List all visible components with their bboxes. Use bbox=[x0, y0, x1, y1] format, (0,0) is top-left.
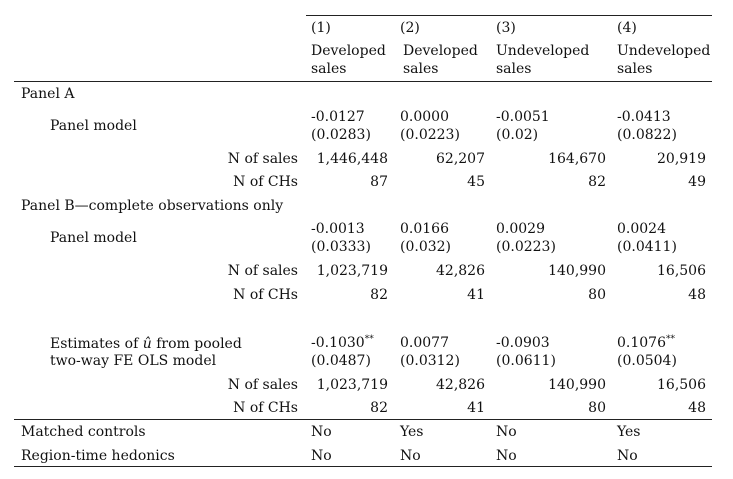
pooled-n-chs: 82 bbox=[370, 400, 388, 416]
col-1-number: (1) bbox=[311, 20, 331, 36]
panel-b-n-chs: 41 bbox=[467, 287, 485, 303]
panel-b-n-sales: 1,023,719 bbox=[316, 263, 388, 279]
region-time-hedonics-label: Region-time hedonics bbox=[21, 448, 175, 464]
panel-b-n-chs: 80 bbox=[588, 287, 606, 303]
panel-a-n-chs: 45 bbox=[467, 174, 485, 190]
panel-b-n-chs: 48 bbox=[688, 287, 706, 303]
pooled-n-sales: 16,506 bbox=[657, 377, 706, 393]
pooled-n-sales: 1,023,719 bbox=[316, 377, 388, 393]
col-1-header: Developed bbox=[311, 43, 386, 59]
panel-a-n-chs: 87 bbox=[370, 174, 388, 190]
panel-b-coef: -0.0013 bbox=[311, 221, 365, 237]
pooled-se: (0.0312) bbox=[400, 353, 460, 369]
panel-a-n-sales: 164,670 bbox=[548, 151, 606, 167]
pooled-coef: 0.0077 bbox=[400, 335, 449, 351]
bottom-rule bbox=[14, 466, 712, 467]
panel-a-coef: 0.0000 bbox=[400, 109, 449, 125]
pooled-coef: -0.1030** bbox=[311, 334, 374, 351]
panel-b-coef: 0.0024 bbox=[617, 221, 666, 237]
mu-hat-symbol: û bbox=[142, 336, 152, 352]
pooled-label: Estimates of û from pooled bbox=[50, 336, 242, 352]
panel-b-n-sales: 16,506 bbox=[657, 263, 706, 279]
matched-controls-value: No bbox=[496, 424, 517, 440]
panel-a-n-sales: 1,446,448 bbox=[316, 151, 388, 167]
matched-controls-label: Matched controls bbox=[21, 424, 146, 440]
panel-b-n-chs-label: N of CHs bbox=[233, 287, 298, 303]
matched-controls-value: No bbox=[311, 424, 332, 440]
panel-a-n-sales: 62,207 bbox=[436, 151, 485, 167]
panel-b-model-label: Panel model bbox=[50, 230, 137, 246]
pooled-coef: 0.1076** bbox=[617, 334, 675, 351]
panel-a-coef: -0.0413 bbox=[617, 109, 671, 125]
region-time-hedonics-value: No bbox=[311, 448, 332, 464]
panel-b-se: (0.0223) bbox=[496, 239, 556, 255]
col-4-header: Undeveloped bbox=[617, 43, 711, 59]
pooled-n-chs: 41 bbox=[467, 400, 485, 416]
pooled-n-chs-label: N of CHs bbox=[233, 400, 298, 416]
panel-a-n-sales-label: N of sales bbox=[227, 151, 298, 167]
region-time-hedonics-value: No bbox=[496, 448, 517, 464]
pooled-n-chs: 80 bbox=[588, 400, 606, 416]
pooled-coef: -0.0903 bbox=[496, 335, 550, 351]
panel-b-se: (0.0333) bbox=[311, 239, 371, 255]
matched-controls-value: Yes bbox=[400, 424, 424, 440]
pooled-se: (0.0611) bbox=[496, 353, 556, 369]
panel-a-title: Panel A bbox=[21, 86, 75, 102]
matched-controls-value: Yes bbox=[617, 424, 641, 440]
panel-b-se: (0.032) bbox=[400, 239, 452, 255]
region-time-hedonics-value: No bbox=[617, 448, 638, 464]
col-4-number: (4) bbox=[617, 20, 637, 36]
panel-b-se: (0.0411) bbox=[617, 239, 677, 255]
col-2-header: Developed bbox=[403, 43, 478, 59]
pooled-n-sales: 42,826 bbox=[436, 377, 485, 393]
panel-a-coef: -0.0127 bbox=[311, 109, 365, 125]
col-2-header-sub: sales bbox=[403, 61, 439, 77]
panel-a-n-chs: 49 bbox=[688, 174, 706, 190]
pooled-n-chs: 48 bbox=[688, 400, 706, 416]
panel-a-n-chs-label: N of CHs bbox=[233, 174, 298, 190]
panel-b-n-sales: 42,826 bbox=[436, 263, 485, 279]
region-time-hedonics-value: No bbox=[400, 448, 421, 464]
pooled-se: (0.0487) bbox=[311, 353, 371, 369]
col-1-header-sub: sales bbox=[311, 61, 347, 77]
panel-a-se: (0.0283) bbox=[311, 127, 371, 143]
panel-a-n-sales: 20,919 bbox=[657, 151, 706, 167]
header-rule bbox=[14, 81, 712, 82]
panel-a-n-chs: 82 bbox=[588, 174, 606, 190]
col-4-header-sub: sales bbox=[617, 61, 653, 77]
col-3-number: (3) bbox=[496, 20, 516, 36]
pooled-n-sales-label: N of sales bbox=[227, 377, 298, 393]
panel-b-n-sales: 140,990 bbox=[548, 263, 606, 279]
panel-a-model-label: Panel model bbox=[50, 118, 137, 134]
col-2-number: (2) bbox=[400, 20, 420, 36]
panel-a-coef: -0.0051 bbox=[496, 109, 550, 125]
col-3-header-sub: sales bbox=[496, 61, 532, 77]
panel-a-se: (0.0223) bbox=[400, 127, 460, 143]
top-rule bbox=[306, 15, 712, 16]
col-3-header: Undeveloped bbox=[496, 43, 590, 59]
panel-b-n-chs: 82 bbox=[370, 287, 388, 303]
pooled-n-sales: 140,990 bbox=[548, 377, 606, 393]
panel-b-coef: 0.0166 bbox=[400, 221, 449, 237]
panel-b-title: Panel B—complete observations only bbox=[21, 198, 284, 214]
pooled-label-line2: two-way FE OLS model bbox=[50, 353, 217, 369]
pooled-se: (0.0504) bbox=[617, 353, 677, 369]
panel-b-n-sales-label: N of sales bbox=[227, 263, 298, 279]
panel-a-se: (0.0822) bbox=[617, 127, 677, 143]
footer-rule bbox=[14, 419, 712, 420]
panel-b-coef: 0.0029 bbox=[496, 221, 545, 237]
panel-a-se: (0.02) bbox=[496, 127, 539, 143]
